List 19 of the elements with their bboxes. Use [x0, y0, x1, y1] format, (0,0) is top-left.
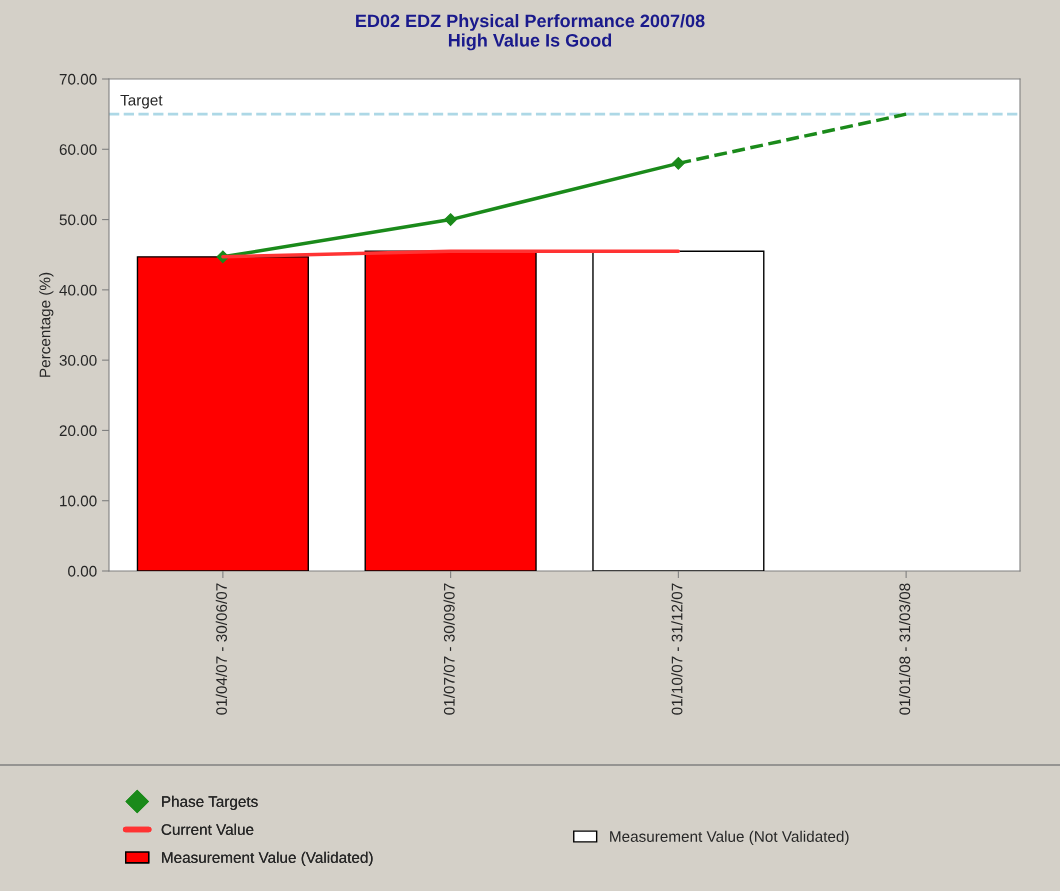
- x-tick-label: 01/10/07 - 31/12/07: [671, 583, 683, 715]
- y-axis-title: Percentage (%): [39, 272, 54, 377]
- y-tick-label: 30.00: [59, 355, 97, 366]
- y-tick-label: 40.00: [59, 284, 97, 296]
- y-tick-label: 70.00: [59, 73, 97, 85]
- y-tick-label: 10.00: [60, 495, 97, 507]
- x-tick-label: 01/07/07 - 30/09/07: [443, 583, 455, 715]
- legend-label: Measurement Value (Not Validated): [610, 830, 849, 845]
- legend-label: Current Value: [161, 823, 254, 835]
- chart-title: ED02 EDZ Physical Performance 2007/08 High Value Is Good: [356, 14, 705, 51]
- x-tick-label: 01/01/08 - 31/03/08: [899, 583, 911, 715]
- y-tick-label: 60.00: [59, 144, 97, 155]
- ref-line-label: Target: [120, 94, 163, 109]
- y-tick-label: 0.00: [68, 565, 97, 577]
- x-tick-label: 01/04/07 - 30/06/07: [215, 583, 227, 715]
- y-tick-label: 50.00: [59, 214, 97, 226]
- legend-label: Phase Targets: [162, 795, 258, 810]
- legend-label: Measurement Value (Validated): [162, 851, 373, 866]
- y-tick-label: 20.00: [59, 425, 97, 437]
